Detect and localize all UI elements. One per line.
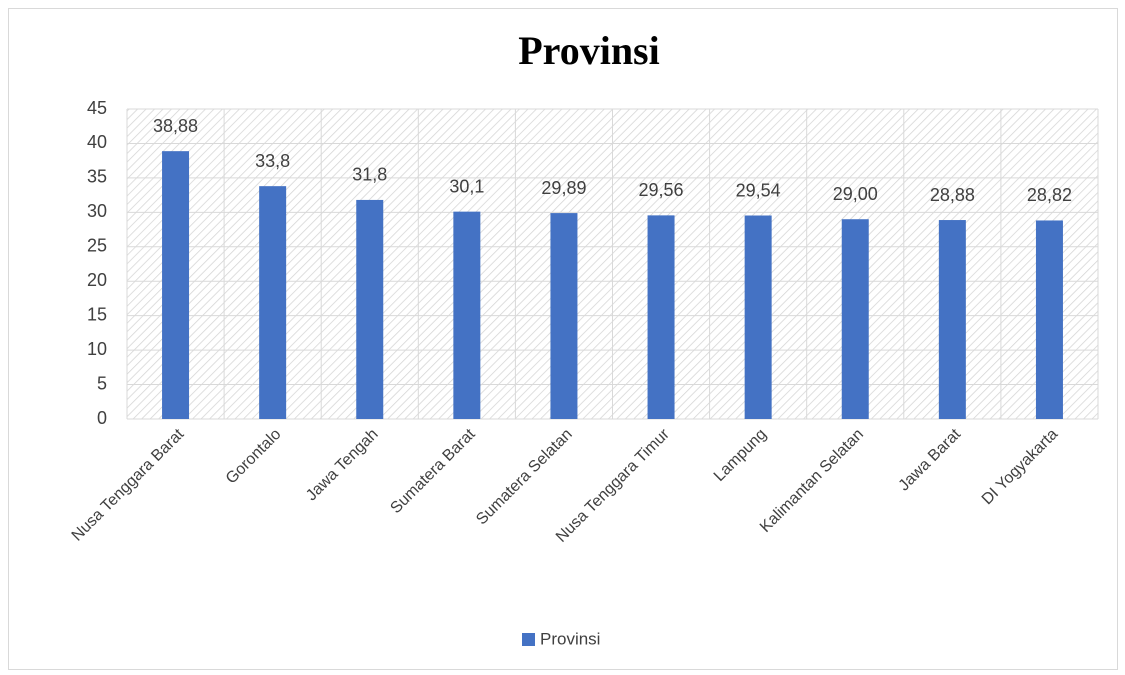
y-tick-label: 15 — [87, 304, 107, 324]
y-tick-label: 0 — [97, 408, 107, 428]
y-tick-label: 45 — [87, 98, 107, 118]
y-tick-label: 30 — [87, 201, 107, 221]
data-label: 31,8 — [352, 165, 387, 185]
bar — [162, 151, 190, 419]
data-label: 30,1 — [449, 176, 484, 196]
data-label: 28,88 — [930, 185, 975, 205]
y-tick-label: 20 — [87, 270, 107, 290]
y-tick-label: 35 — [87, 167, 107, 187]
data-label: 29,54 — [736, 180, 781, 200]
data-label: 38,88 — [153, 116, 198, 136]
bar — [356, 199, 384, 419]
data-label: 29,89 — [541, 178, 586, 198]
bar — [841, 219, 869, 419]
bar — [744, 215, 772, 419]
bar — [453, 211, 481, 419]
data-label: 33,8 — [255, 151, 290, 171]
y-tick-label: 10 — [87, 339, 107, 359]
data-label: 28,82 — [1027, 185, 1072, 205]
data-label: 29,00 — [833, 184, 878, 204]
legend-swatch — [522, 633, 535, 646]
y-tick-label: 5 — [97, 373, 107, 393]
bar — [1035, 220, 1063, 419]
y-tick-label: 40 — [87, 132, 107, 152]
legend-label: Provinsi — [540, 629, 600, 648]
bar — [550, 213, 578, 419]
bar — [647, 215, 675, 419]
bar — [938, 220, 966, 419]
data-label: 29,56 — [639, 180, 684, 200]
y-tick-label: 25 — [87, 236, 107, 256]
chart-title: Provinsi — [518, 28, 660, 73]
bar — [259, 186, 287, 419]
